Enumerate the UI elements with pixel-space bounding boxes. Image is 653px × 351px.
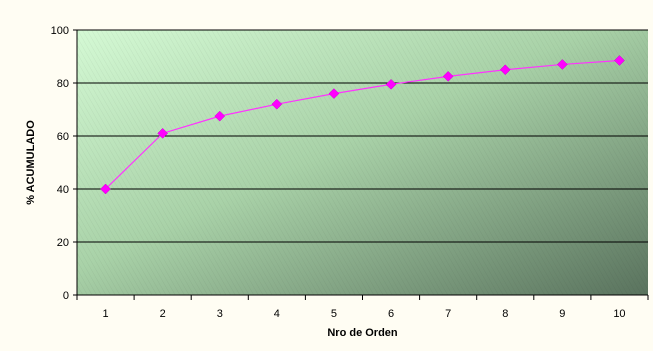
y-tick-labels: 0 20 40 60 80 100 [51,25,69,302]
data-point-marker [214,110,226,122]
data-point-marker [328,88,340,99]
data-point-marker [157,127,169,139]
x-axis-title: Nro de Orden [327,327,398,339]
y-tick-label: 80 [57,78,69,90]
y-tick-label: 100 [51,25,69,37]
gridlines [73,29,648,296]
data-point-marker [556,59,568,70]
x-tick-labels: 1 2 3 4 5 6 7 8 9 10 [102,308,625,320]
y-tick-label: 20 [57,237,69,249]
x-tick-label: 9 [559,308,565,320]
x-tick-label: 8 [502,308,508,320]
x-tick-label: 1 [102,308,108,320]
x-tick-label: 5 [331,308,337,320]
axes [76,30,649,300]
data-point-marker [100,183,111,195]
data-point-marker [385,78,397,90]
y-axis-title: % ACUMULADO [25,120,37,205]
series-line [105,59,620,190]
data-point-marker [271,98,283,110]
x-tick-label: 10 [613,308,625,320]
x-tick-label: 7 [445,308,451,320]
x-tick-label: 4 [274,308,280,320]
x-tick-label: 2 [160,308,166,320]
series [100,55,625,195]
data-point-marker [614,55,625,66]
x-tick-label: 3 [217,308,223,320]
y-tick-label: 40 [57,184,69,196]
data-point-marker [442,71,454,82]
plot-area-texture [77,30,648,295]
y-tick-label: 0 [63,290,69,302]
data-point-marker [499,64,511,76]
x-tick-label: 6 [388,308,394,320]
y-tick-label: 60 [57,131,69,143]
